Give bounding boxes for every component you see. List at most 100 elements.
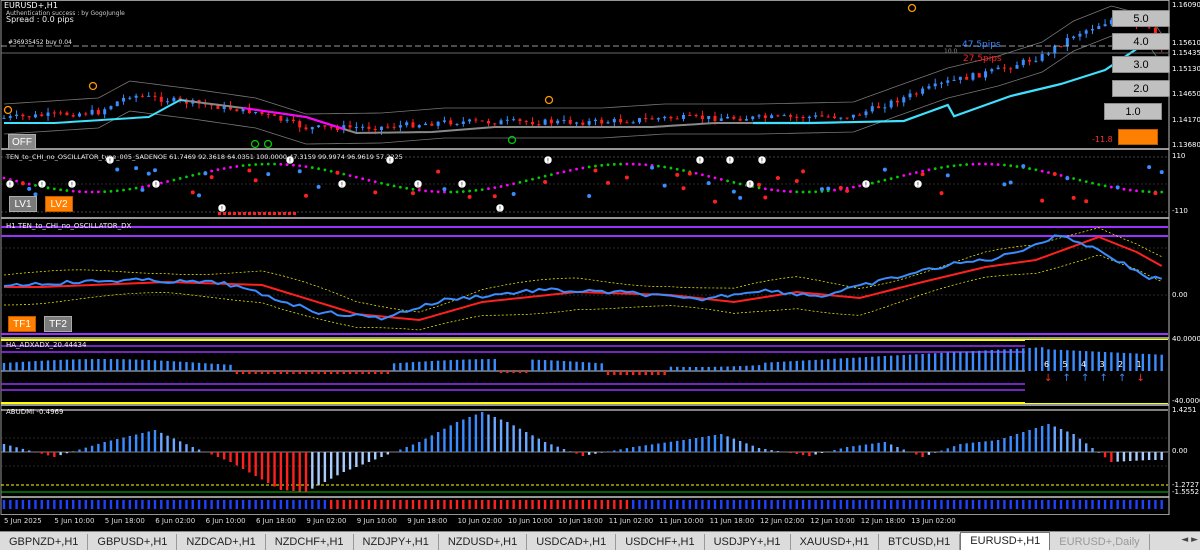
osc-dot <box>493 194 497 198</box>
osc-dot <box>122 189 125 192</box>
trend-strip-bar <box>884 500 886 509</box>
tab-eurusd-h1[interactable]: EURUSD+,H1 <box>960 532 1050 550</box>
candle-body <box>65 113 68 115</box>
tf1-button[interactable]: TF1 <box>8 316 36 332</box>
candle-body <box>1015 65 1018 69</box>
abudmi-histogram-bar <box>437 432 439 452</box>
osc-dot <box>198 172 201 175</box>
abudmi-histogram-bar <box>141 433 143 452</box>
adx-histogram-bar <box>645 371 647 375</box>
lv1-button[interactable]: LV1 <box>9 196 37 212</box>
trend-strip-bar <box>1072 500 1074 509</box>
chart-canvas[interactable]: !!!!!!!!!!!!!!!!!!! <box>0 0 1200 531</box>
moving-average-line <box>4 100 186 123</box>
abudmi-histogram-bar <box>720 434 722 452</box>
osc-dot <box>342 173 345 176</box>
adx-histogram-bar <box>103 359 105 371</box>
tab-eurusd-daily[interactable]: EURUSD+,Daily <box>1050 534 1149 550</box>
candle-body <box>732 117 735 119</box>
tf2-button[interactable]: TF2 <box>44 316 72 332</box>
abudmi-histogram-bar <box>764 449 766 452</box>
tab-nzdchf-h1[interactable]: NZDCHF+,H1 <box>266 534 354 550</box>
osc-dot <box>247 168 251 172</box>
trend-strip-bar <box>154 500 156 509</box>
candle-body <box>921 89 924 94</box>
trend-strip-bar <box>752 500 754 509</box>
tab-gbpusd-h1[interactable]: GBPUSD+,H1 <box>88 534 177 550</box>
osc-dot <box>380 182 383 185</box>
trend-strip-bar <box>1035 500 1037 509</box>
tab-usdjpy-h1[interactable]: USDJPY+,H1 <box>705 534 791 550</box>
candle-body <box>141 96 144 97</box>
abudmi-histogram-bar <box>154 430 156 452</box>
candle-body <box>764 115 767 118</box>
tab-gbpnzd-h1[interactable]: GBPNZD+,H1 <box>0 534 88 550</box>
trend-strip-bar <box>343 500 345 509</box>
tab-nzdcad-h1[interactable]: NZDCAD+,H1 <box>177 534 265 550</box>
adx-histogram-bar <box>3 363 5 371</box>
tab-xauusd-h1[interactable]: XAUUSD+,H1 <box>791 534 879 550</box>
candle-body <box>934 84 937 87</box>
time-axis-label: 9 Jun 18:00 <box>407 517 447 525</box>
adx-histogram-bar <box>1123 353 1125 371</box>
lv2-button[interactable]: LV2 <box>45 196 73 212</box>
adx-histogram-bar <box>437 361 439 371</box>
osc-dot <box>701 173 704 176</box>
trend-strip-bar <box>1041 500 1043 509</box>
adx-histogram-bar <box>223 364 225 371</box>
candle-body <box>984 71 987 77</box>
close-order-button[interactable] <box>1118 129 1158 145</box>
osc-dot <box>27 187 31 191</box>
osc-dot <box>757 183 761 187</box>
osc-dot <box>456 190 459 193</box>
osc-dot <box>965 163 968 166</box>
trend-strip-bar <box>97 500 99 509</box>
osc-dot <box>890 177 893 180</box>
candle-body <box>833 117 836 119</box>
osc-dot <box>128 188 131 191</box>
adx-histogram-bar <box>582 362 584 371</box>
osc-dot <box>826 187 830 191</box>
abudmi-histogram-bar <box>66 452 68 453</box>
abudmi-histogram-bar <box>72 451 74 452</box>
adx-histogram-bar <box>468 359 470 371</box>
tab-usdcad-h1[interactable]: USDCAD+,H1 <box>527 534 616 550</box>
time-axis-label: 11 Jun 10:00 <box>659 517 703 525</box>
off-button[interactable]: OFF <box>8 134 36 150</box>
adx-histogram-bar <box>286 371 288 374</box>
time-axis-label: 12 Jun 18:00 <box>861 517 905 525</box>
adx-histogram-bar <box>997 350 999 371</box>
osc-dot <box>997 163 1000 166</box>
lot-4-button[interactable]: 4.0 <box>1112 33 1170 50</box>
abudmi-histogram-bar <box>1010 436 1012 452</box>
adx-histogram-bar <box>808 360 810 371</box>
lot-3-button[interactable]: 3.0 <box>1112 56 1170 73</box>
abudmi-histogram-bar <box>613 450 615 452</box>
osc-dot <box>940 166 943 169</box>
candle-body <box>575 123 578 124</box>
alert-marker-glyph: ! <box>221 206 223 213</box>
trend-strip-bar <box>368 500 370 509</box>
lot-5-button[interactable]: 5.0 <box>1112 10 1170 27</box>
trend-strip-bar <box>733 500 735 509</box>
adx-histogram-bar <box>833 359 835 371</box>
osc-dot <box>1060 174 1063 177</box>
tab-nzdusd-h1[interactable]: NZDUSD+,H1 <box>439 534 527 550</box>
lot-1-button[interactable]: 1.0 <box>1104 103 1162 120</box>
osc-dot <box>424 189 427 192</box>
osc-dot <box>939 191 943 195</box>
tab-btcusd-h1[interactable]: BTCUSD,H1 <box>879 534 960 550</box>
moving-average-line <box>186 101 343 129</box>
lot-2-button[interactable]: 2.0 <box>1112 80 1170 97</box>
adx-histogram-bar <box>456 360 458 371</box>
candle-body <box>298 121 301 127</box>
trend-strip-bar <box>682 500 684 509</box>
tab-usdchf-h1[interactable]: USDCHF+,H1 <box>616 534 704 550</box>
osc-dot <box>185 175 188 178</box>
trend-strip-bar <box>431 500 433 509</box>
osc-dot <box>732 181 735 184</box>
tab-nzdjpy-h1[interactable]: NZDJPY+,H1 <box>354 534 439 550</box>
osc-dot <box>795 190 798 193</box>
osc-dot <box>606 181 610 185</box>
tab-scroll-arrows[interactable]: ◄ ► <box>1181 535 1198 545</box>
